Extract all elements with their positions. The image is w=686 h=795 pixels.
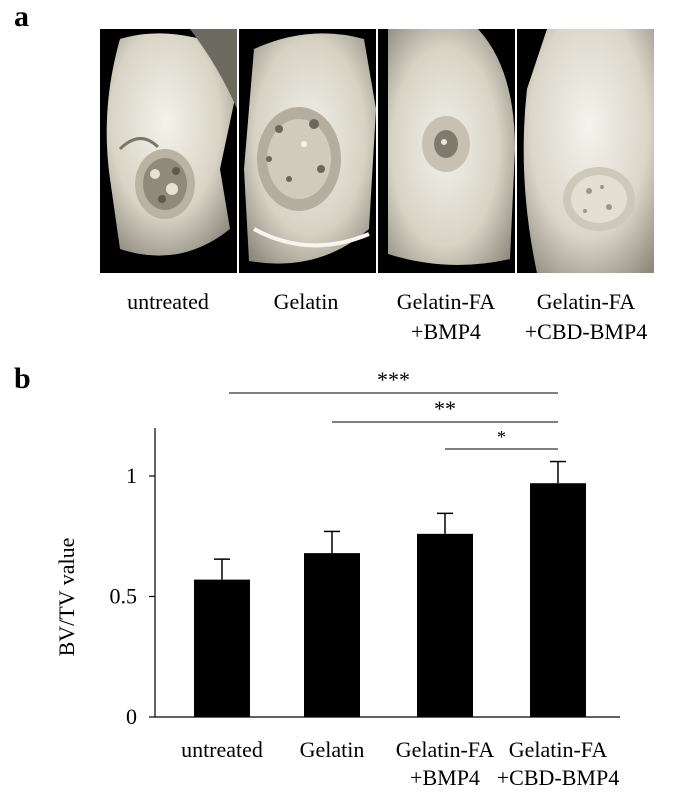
significance-label: * (497, 427, 506, 447)
y-tick-label: 0 (126, 704, 137, 729)
x-tick-labels: untreated Gelatin Gelatin-FA +BMP4 Gelatin-F… (181, 737, 619, 790)
bar (417, 533, 473, 717)
y-tick-label: 0.5 (110, 584, 138, 609)
bar (530, 483, 586, 717)
panel-b-letter: b (14, 362, 31, 395)
image-caption-gelatin: Gelatin (273, 289, 339, 314)
x-tick-label: Gelatin-FA (396, 737, 495, 762)
image-caption-gelatin-fa-bmp4: Gelatin-FA +BMP4 (396, 289, 496, 344)
microct-image-gelatin (239, 29, 376, 273)
bar-series (194, 460, 586, 717)
image-caption-untreated: untreated (127, 289, 209, 314)
y-axis-label: BV/TV value (54, 538, 79, 657)
bar (194, 579, 250, 717)
panel-a-letter: a (14, 0, 29, 33)
x-tick-label: +BMP4 (410, 765, 480, 790)
image-caption-gelatin-fa-cbd-bmp4: Gelatin-FA +CBD-BMP4 (524, 289, 648, 344)
x-tick-label: untreated (181, 737, 263, 762)
microct-image-untreated (100, 29, 237, 273)
microct-image-gelatin-fa-cbd-bmp4 (517, 29, 654, 273)
microct-image-row (100, 29, 656, 273)
x-tick-label: Gelatin-FA (509, 737, 608, 762)
x-tick-label: +CBD-BMP4 (497, 765, 619, 790)
y-tick-label: 1 (126, 463, 137, 488)
x-tick-label: Gelatin (300, 737, 365, 762)
significance-brackets: ****** (229, 367, 558, 450)
significance-label: ** (434, 396, 456, 421)
bar (304, 553, 360, 717)
significance-label: *** (377, 367, 410, 392)
microct-image-gelatin-fa-bmp4 (378, 29, 515, 273)
bv-tv-bar-chart: 00.51 ****** untreated Gelatin Gelatin-FA+… (54, 367, 620, 790)
